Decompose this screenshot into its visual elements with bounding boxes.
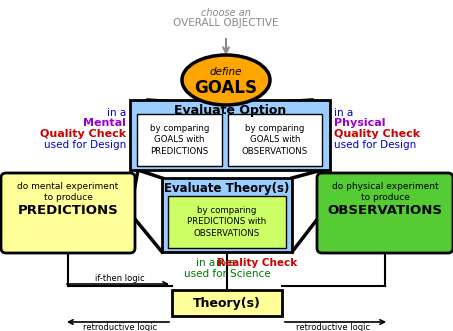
Text: in a: in a [196, 258, 215, 268]
FancyBboxPatch shape [317, 173, 453, 253]
FancyBboxPatch shape [172, 290, 282, 316]
FancyBboxPatch shape [168, 196, 286, 248]
Text: Mental: Mental [83, 118, 126, 128]
FancyBboxPatch shape [130, 100, 330, 170]
Text: retroductive logic: retroductive logic [296, 323, 371, 331]
Text: by comparing
GOALS with
OBSERVATIONS: by comparing GOALS with OBSERVATIONS [242, 124, 308, 156]
FancyBboxPatch shape [137, 114, 222, 166]
Text: used for Design: used for Design [334, 140, 416, 150]
Text: PREDICTIONS: PREDICTIONS [18, 205, 118, 217]
Text: in a: in a [216, 258, 238, 268]
Text: Reality Check: Reality Check [217, 258, 297, 268]
Text: choose an: choose an [201, 8, 251, 18]
Text: Physical: Physical [334, 118, 386, 128]
Text: Quality Check: Quality Check [40, 129, 126, 139]
Text: retroductive logic: retroductive logic [83, 323, 157, 331]
FancyBboxPatch shape [162, 178, 292, 252]
Text: OBSERVATIONS: OBSERVATIONS [328, 205, 443, 217]
Ellipse shape [182, 55, 270, 105]
Text: OVERALL OBJECTIVE: OVERALL OBJECTIVE [173, 18, 279, 28]
Text: if-then logic: if-then logic [95, 274, 145, 283]
Text: by comparing
GOALS with
PREDICTIONS: by comparing GOALS with PREDICTIONS [150, 124, 209, 156]
Text: used for Science: used for Science [183, 269, 270, 279]
Text: do physical experiment
to produce: do physical experiment to produce [332, 182, 439, 202]
Text: do mental experiment
to produce: do mental experiment to produce [17, 182, 119, 202]
Text: Quality Check: Quality Check [334, 129, 420, 139]
Text: used for Design: used for Design [44, 140, 126, 150]
Text: Theory(s): Theory(s) [193, 297, 261, 309]
Text: by comparing
PREDICTIONS with
OBSERVATIONS: by comparing PREDICTIONS with OBSERVATIO… [188, 207, 267, 238]
FancyBboxPatch shape [228, 114, 322, 166]
Text: define: define [210, 67, 242, 77]
Text: Evaluate Theory(s): Evaluate Theory(s) [164, 182, 289, 195]
Text: Evaluate Option: Evaluate Option [174, 104, 286, 117]
Text: in a: in a [107, 108, 126, 118]
Text: in a: in a [334, 108, 353, 118]
FancyBboxPatch shape [1, 173, 135, 253]
Text: GOALS: GOALS [194, 79, 257, 97]
